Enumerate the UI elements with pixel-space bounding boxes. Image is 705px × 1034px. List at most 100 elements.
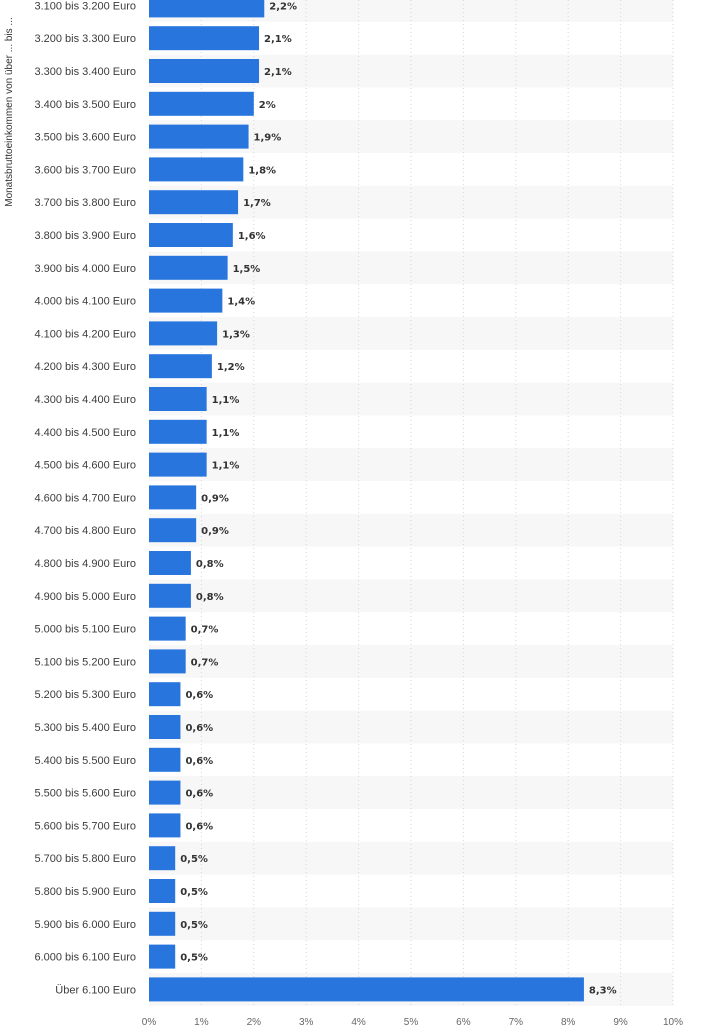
category-label: 3.300 bis 3.400 Euro xyxy=(34,66,136,78)
value-label: 1,8% xyxy=(248,165,276,176)
y-axis-title: Monatsbruttoeinkommen von über ... bis .… xyxy=(4,17,15,207)
value-label: 1,9% xyxy=(254,133,282,144)
value-label: 1,7% xyxy=(243,198,271,209)
row-band xyxy=(149,841,673,875)
row-band xyxy=(149,513,673,547)
category-label: 3.900 bis 4.000 Euro xyxy=(34,263,136,275)
value-label: 0,5% xyxy=(180,953,208,964)
bar xyxy=(149,649,186,674)
bar xyxy=(149,354,212,379)
value-label: 2% xyxy=(259,100,276,111)
value-label: 1,5% xyxy=(233,264,261,275)
value-label: 8,3% xyxy=(589,985,617,996)
category-label: 4.900 bis 5.000 Euro xyxy=(34,591,136,603)
category-label: 5.800 bis 5.900 Euro xyxy=(34,886,136,898)
x-tick-label: 8% xyxy=(561,1017,576,1028)
category-label: 4.000 bis 4.100 Euro xyxy=(34,296,136,308)
bar xyxy=(149,124,249,149)
bar xyxy=(149,190,239,215)
category-label: 5.300 bis 5.400 Euro xyxy=(34,722,136,734)
x-tick-label: 5% xyxy=(404,1017,419,1028)
value-label: 0,6% xyxy=(185,789,213,800)
bar xyxy=(149,223,233,247)
value-label: 0,5% xyxy=(180,887,208,898)
bars xyxy=(149,0,584,1002)
bar xyxy=(149,387,207,411)
value-label: 1,1% xyxy=(212,461,240,472)
category-label: 3.600 bis 3.700 Euro xyxy=(34,164,136,176)
category-label: 5.900 bis 6.000 Euro xyxy=(34,919,136,931)
category-label: 5.100 bis 5.200 Euro xyxy=(34,656,136,668)
value-label: 0,6% xyxy=(185,821,213,832)
category-label: 4.500 bis 4.600 Euro xyxy=(34,460,136,472)
x-tick-label: 10% xyxy=(663,1017,683,1028)
category-label: 4.200 bis 4.300 Euro xyxy=(34,361,136,373)
bar xyxy=(149,616,186,641)
value-label: 1,6% xyxy=(238,231,266,242)
category-label: 3.700 bis 3.800 Euro xyxy=(34,197,136,209)
x-tick-label: 6% xyxy=(456,1017,471,1028)
value-label: 1,4% xyxy=(227,297,255,308)
bar xyxy=(149,846,176,871)
category-label: 5.700 bis 5.800 Euro xyxy=(34,853,136,865)
category-label: 6.000 bis 6.100 Euro xyxy=(34,952,136,964)
category-label: 5.200 bis 5.300 Euro xyxy=(34,689,136,701)
value-label: 0,5% xyxy=(180,920,208,931)
bar xyxy=(149,157,244,182)
value-label: 0,6% xyxy=(185,723,213,734)
category-label: 5.500 bis 5.600 Euro xyxy=(34,788,136,800)
category-label: 5.400 bis 5.500 Euro xyxy=(34,755,136,767)
category-label: 3.500 bis 3.600 Euro xyxy=(34,132,136,144)
bar xyxy=(149,977,584,1002)
x-tick-label: 1% xyxy=(194,1017,209,1028)
value-label: 2,2% xyxy=(269,1,297,12)
bar xyxy=(149,26,260,51)
value-label: 0,6% xyxy=(185,690,213,701)
x-tick-label: 9% xyxy=(613,1017,628,1028)
category-label: 4.100 bis 4.200 Euro xyxy=(34,328,136,340)
value-label: 0,5% xyxy=(180,854,208,865)
value-label: 2,1% xyxy=(264,67,292,78)
category-label: 3.100 bis 3.200 Euro xyxy=(34,0,136,12)
bar xyxy=(149,879,176,903)
bar xyxy=(149,911,176,936)
bar xyxy=(149,91,254,116)
category-label: 4.600 bis 4.700 Euro xyxy=(34,492,136,504)
x-tick-label: 0% xyxy=(142,1017,157,1028)
bar xyxy=(149,518,197,543)
x-tick-label: 7% xyxy=(509,1017,524,1028)
category-labels: 3.100 bis 3.200 Euro 3.200 bis 3.300 Euro… xyxy=(34,0,136,996)
value-label: 0,8% xyxy=(196,559,224,570)
bar xyxy=(149,715,181,739)
bar xyxy=(149,583,191,608)
category-label: 5.000 bis 5.100 Euro xyxy=(34,624,136,636)
bar xyxy=(149,485,197,510)
bar xyxy=(149,288,223,313)
x-tick-label: 2% xyxy=(247,1017,262,1028)
bar xyxy=(149,255,228,280)
bar xyxy=(149,452,207,477)
x-tick-label: 3% xyxy=(299,1017,314,1028)
bar xyxy=(149,551,191,575)
value-labels: 2,2% 2,1% 2,1% 2% 1,9% 1,8% 1,7% 1,6% 1,5% 1,4% 1,… xyxy=(180,1,616,996)
category-label: 3.400 bis 3.500 Euro xyxy=(34,99,136,111)
category-label: 3.800 bis 3.900 Euro xyxy=(34,230,136,242)
category-label: 3.200 bis 3.300 Euro xyxy=(34,33,136,45)
category-label: 4.700 bis 4.800 Euro xyxy=(34,525,136,537)
value-label: 0,9% xyxy=(201,526,229,537)
bar xyxy=(149,944,176,969)
bar xyxy=(149,682,181,707)
row-band xyxy=(149,0,673,22)
row-band xyxy=(149,710,673,744)
category-label: Über 6.100 Euro xyxy=(55,984,136,996)
bar xyxy=(149,321,218,346)
value-label: 0,6% xyxy=(185,756,213,767)
value-label: 1,1% xyxy=(212,428,240,439)
value-label: 2,1% xyxy=(264,34,292,45)
bar xyxy=(149,747,181,772)
value-label: 0,9% xyxy=(201,493,229,504)
bar xyxy=(149,813,181,838)
value-label: 0,8% xyxy=(196,592,224,603)
category-label: 4.300 bis 4.400 Euro xyxy=(34,394,136,406)
category-label: 4.400 bis 4.500 Euro xyxy=(34,427,136,439)
